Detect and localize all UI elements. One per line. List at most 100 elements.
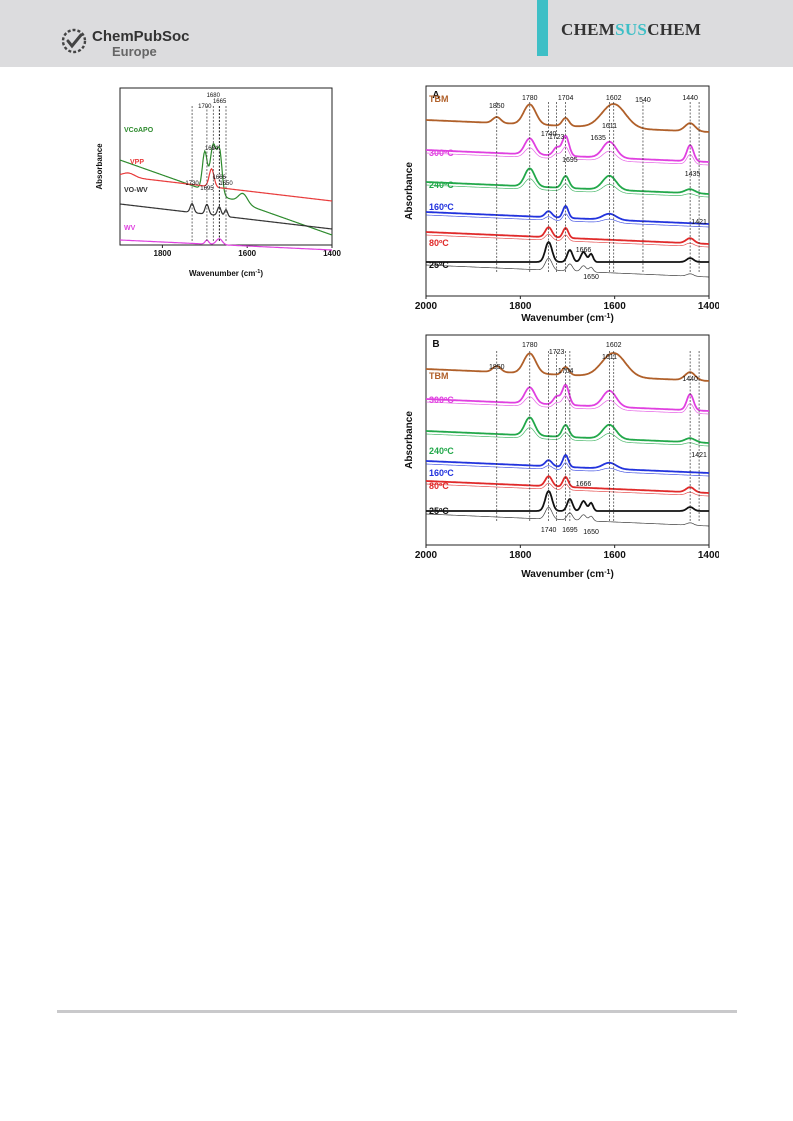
- peak-label: 1611: [602, 123, 617, 130]
- series-label: 300ºC: [429, 148, 454, 158]
- peak-label: 1435: [685, 171, 701, 178]
- panel-letter: B: [432, 339, 439, 350]
- peak-label: 1700: [198, 104, 212, 110]
- publisher-region: Europe: [112, 44, 157, 59]
- peak-label: 1684: [205, 146, 219, 152]
- peak-label: 1850: [489, 364, 505, 371]
- spectrum-line: [426, 103, 710, 133]
- spectrum-reference-line: [426, 233, 709, 248]
- peak-label: 1723: [549, 349, 565, 356]
- x-tick-label: 2000: [415, 550, 438, 561]
- spectrum-line: [426, 240, 709, 263]
- peak-label: 1666: [576, 247, 592, 254]
- publisher-logo: ChemPubSoc Europe: [60, 24, 220, 60]
- peak-label: 1665: [213, 99, 227, 105]
- spectrum-reference-line: [426, 178, 709, 198]
- ir-spectra-chart-left: 1800 1600 1400 Wavenumber (cm-1) Absorbance V…: [95, 87, 341, 278]
- spectrum-line: [426, 226, 709, 245]
- x-tick-label: 1600: [604, 550, 627, 561]
- x-axis-label: Wavenumber (cm-1): [189, 269, 263, 278]
- ir-spectra-chart-a: 2000 1800 1600 1400 Wavenumber (cm-1) Absorba…: [404, 85, 719, 324]
- series-label: VO-WV: [124, 187, 148, 194]
- series-label: 25ºC: [429, 260, 449, 270]
- series-label: WV: [124, 225, 136, 232]
- peak-label: 1723: [549, 134, 565, 141]
- spectrum-reference-line: [426, 482, 709, 497]
- page-header: [0, 0, 793, 67]
- peak-label: 1421: [691, 452, 707, 459]
- spectrum-line: [426, 383, 709, 412]
- y-axis-label: Absorbance: [404, 162, 415, 220]
- series-label: VPP: [130, 159, 144, 166]
- spectrum-line: [426, 489, 709, 512]
- spectrum-reference-line: [426, 146, 709, 166]
- peak-label: 1421: [691, 219, 707, 226]
- peak-label: 1695: [200, 186, 214, 192]
- series-label: 160ºC: [429, 468, 454, 478]
- series-label: 160ºC: [429, 202, 454, 212]
- x-tick-label: 1400: [698, 301, 719, 312]
- spectrum-reference-line: [426, 257, 709, 278]
- y-axis-label: Absorbance: [404, 411, 415, 469]
- peak-label: 1440: [682, 376, 698, 383]
- journal-title-part2: SUS: [615, 20, 648, 39]
- spectrum-line: [426, 204, 709, 225]
- spectrum-line: [120, 238, 332, 251]
- publisher-logo-icon: [61, 28, 87, 54]
- peak-label: 1602: [606, 342, 622, 349]
- x-tick-label: 2000: [415, 301, 438, 312]
- peak-label: 1650: [583, 274, 599, 281]
- spectrum-line: [426, 134, 709, 163]
- x-tick-label: 1400: [323, 249, 341, 258]
- x-tick-label: 1800: [509, 301, 532, 312]
- peak-label: 1780: [522, 342, 538, 349]
- series-label: 80ºC: [429, 238, 449, 248]
- peak-label: 1695: [562, 157, 578, 164]
- peak-label: 1740: [541, 131, 557, 138]
- spectrum-line: [426, 416, 709, 444]
- spectrum-reference-line: [426, 213, 709, 228]
- peak-label: 1780: [522, 95, 538, 102]
- peak-label: 1440: [682, 95, 698, 102]
- series-label: TBM: [429, 371, 449, 381]
- peak-label: 1850: [489, 103, 505, 110]
- series-label: 80ºC: [429, 481, 449, 491]
- spectrum-line: [426, 167, 709, 195]
- peak-label: 1611: [602, 354, 617, 361]
- x-tick-label: 1400: [698, 550, 719, 561]
- series-label: 300ºC: [429, 395, 454, 405]
- fig-A-frame: [425, 85, 710, 297]
- peak-label: 1740: [541, 527, 557, 534]
- spectrum-line: [426, 475, 709, 494]
- spectrum-reference-line: [426, 506, 709, 527]
- series-label: 25ºC: [429, 506, 449, 516]
- peak-label: 1666: [576, 481, 592, 488]
- x-axis-label: Wavenumber (cm-1): [521, 569, 614, 581]
- y-axis-label: Absorbance: [95, 143, 104, 190]
- spectrum-line: [426, 352, 710, 382]
- peak-label: 1540: [635, 97, 651, 104]
- journal-title-part3: CHEM: [647, 20, 702, 39]
- journal-title-part1: CHEM: [561, 20, 616, 39]
- series-label: 240ºC: [429, 446, 454, 456]
- x-tick-label: 1600: [238, 249, 256, 258]
- peak-label: 1602: [606, 95, 622, 102]
- series-label: VCoAPO: [124, 127, 154, 134]
- spectrum-line: [119, 142, 333, 236]
- peak-label: 1680: [207, 93, 221, 99]
- spectrum-reference-line: [426, 427, 709, 447]
- series-label: 240ºC: [429, 180, 454, 190]
- x-tick-label: 1800: [154, 249, 172, 258]
- fig-B-frame: [425, 334, 710, 546]
- footer-rule: [57, 1010, 737, 1013]
- journal-accent-bar: [537, 0, 548, 56]
- peak-label: 1650: [583, 529, 599, 536]
- publisher-name: ChemPubSoc: [92, 28, 190, 45]
- x-tick-label: 1600: [604, 301, 627, 312]
- spectrum-line: [426, 453, 709, 474]
- peak-label: 1704: [558, 95, 574, 102]
- journal-title: CHEMSUSCHEM: [561, 20, 701, 40]
- peak-label: 1704: [558, 368, 574, 375]
- x-tick-label: 1800: [509, 550, 532, 561]
- ir-spectra-chart-b: 2000 1800 1600 1400 Wavenumber (cm-1) Absorba…: [404, 334, 719, 581]
